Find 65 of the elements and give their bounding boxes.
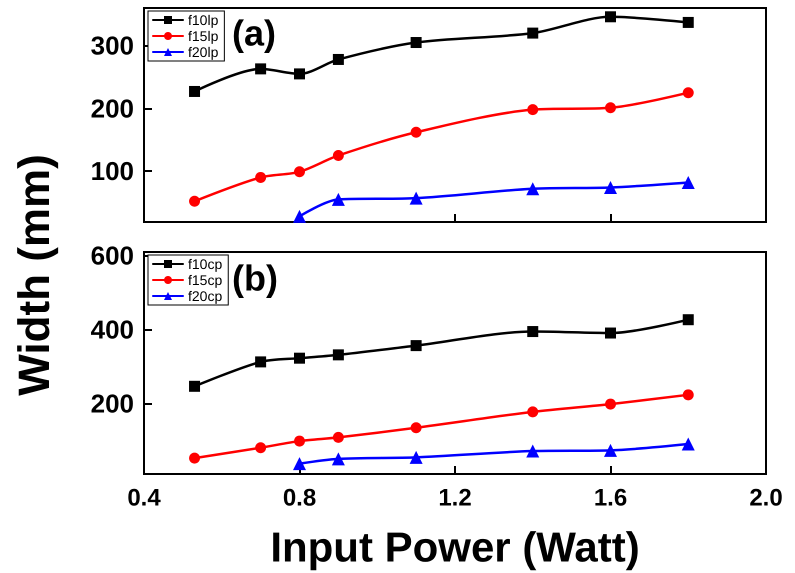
point: [189, 380, 200, 392]
point: [526, 444, 540, 458]
point: [527, 326, 538, 338]
point: [410, 37, 422, 48]
point: [527, 28, 538, 39]
x-tick-label: 2.0: [749, 484, 783, 512]
annotation: (b): [232, 258, 278, 298]
legend-label: f20cp: [188, 288, 222, 304]
y-tick-label: 300: [90, 30, 134, 61]
point: [189, 196, 200, 207]
point: [332, 432, 344, 443]
point: [410, 340, 422, 352]
point: [682, 16, 694, 28]
point: [294, 436, 305, 447]
point: [682, 87, 694, 98]
x-tick-label: 1.2: [438, 484, 472, 512]
y-tick-label: 200: [90, 388, 134, 419]
point: [410, 450, 423, 464]
y-tick-label: 400: [90, 314, 134, 345]
point: [682, 314, 694, 326]
point: [332, 192, 345, 206]
y-tick-label: 600: [90, 240, 134, 271]
point: [332, 54, 344, 65]
legend-label: f10cp: [188, 256, 222, 272]
point: [605, 102, 616, 114]
point: [604, 444, 617, 457]
point: [410, 422, 422, 434]
point: [294, 166, 305, 178]
point: [605, 398, 616, 410]
point: [332, 452, 345, 466]
point: [332, 349, 344, 360]
legend-label: f15lp: [188, 28, 219, 44]
point: [255, 356, 266, 368]
point: [410, 126, 422, 138]
point: [189, 86, 200, 97]
point: [255, 442, 266, 454]
y-tick-label: 200: [90, 93, 134, 124]
point: [332, 150, 344, 161]
x-tick-label: 0.4: [127, 484, 162, 512]
point: [527, 406, 538, 418]
point: [605, 328, 616, 339]
point: [526, 182, 540, 196]
point: [255, 63, 266, 74]
point: [605, 11, 616, 22]
point: [189, 452, 200, 464]
point: [294, 352, 305, 364]
point: [682, 438, 695, 451]
point: [527, 104, 538, 116]
point: [294, 68, 305, 80]
legend-label: f10lp: [188, 12, 219, 28]
x-tick-label: 1.6: [594, 484, 628, 512]
point: [682, 389, 694, 400]
legend-label: f15cp: [188, 272, 222, 288]
point: [410, 192, 423, 205]
legend-label: f20lp: [188, 44, 219, 60]
annotation: (a): [232, 12, 276, 54]
x-tick-label: 0.8: [282, 484, 316, 512]
y-axis-title: Width (mm): [10, 153, 60, 398]
y-tick-label: 100: [90, 156, 134, 186]
point: [255, 172, 266, 183]
x-axis-title: Input Power (Watt): [270, 524, 640, 570]
point: [604, 180, 617, 194]
point: [293, 457, 306, 470]
point: [682, 176, 695, 189]
point: [293, 210, 306, 223]
